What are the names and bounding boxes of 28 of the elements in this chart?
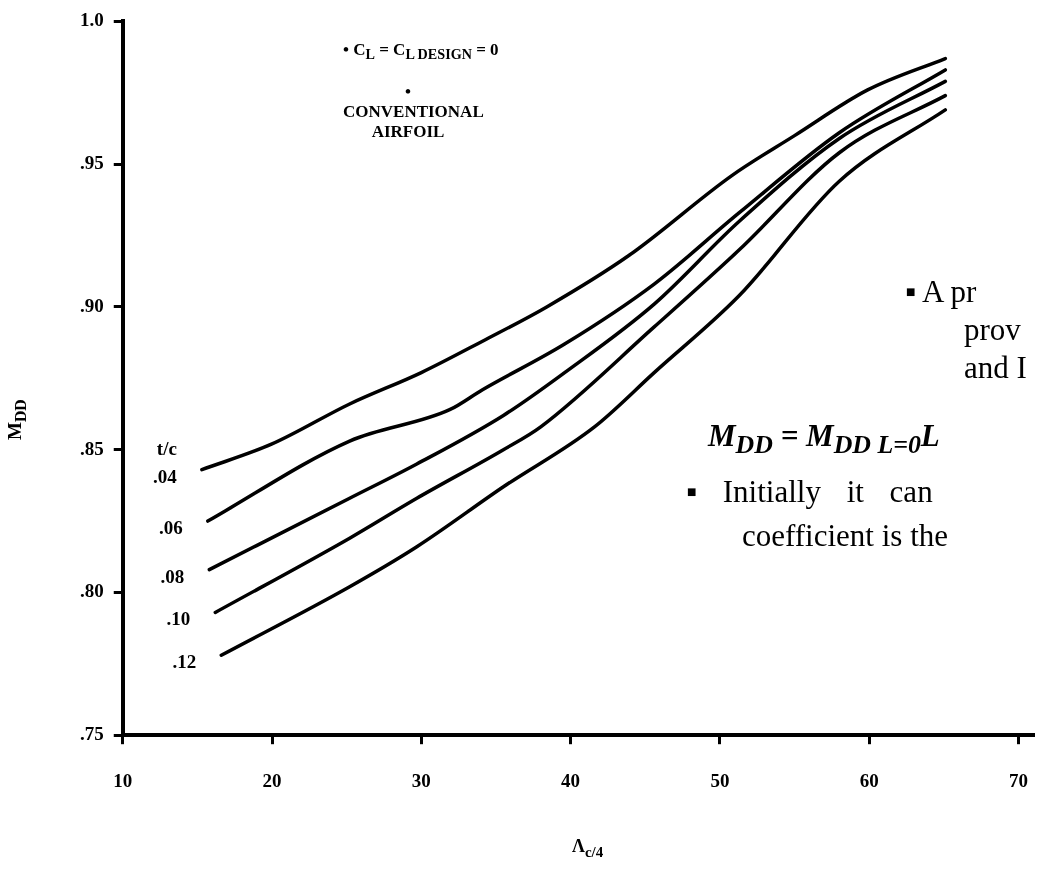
annotation: ▪ A pr bbox=[905, 274, 977, 310]
y-tick-label: .90 bbox=[80, 294, 104, 316]
series-label: .08 bbox=[160, 565, 185, 587]
annotation: and I bbox=[964, 350, 1027, 386]
x-tick-label: 20 bbox=[262, 769, 282, 791]
y-tick-label: .95 bbox=[80, 152, 104, 174]
x-tick-label: 40 bbox=[561, 769, 581, 791]
y-tick-label: .75 bbox=[80, 723, 104, 745]
series-label: .10 bbox=[166, 608, 191, 630]
legend-title: t/c bbox=[156, 437, 177, 459]
y-tick-label: .80 bbox=[80, 580, 104, 602]
annotation: prov bbox=[964, 312, 1021, 348]
x-tick-label: 60 bbox=[859, 769, 879, 791]
x-tick-label: 30 bbox=[411, 769, 431, 791]
series-label: .06 bbox=[159, 516, 183, 538]
x-tick-label: 10 bbox=[113, 769, 133, 791]
y-tick-label: .85 bbox=[80, 437, 104, 459]
series-label: .04 bbox=[153, 465, 178, 487]
x-tick-label: 70 bbox=[1008, 769, 1028, 791]
x-tick-label: 50 bbox=[710, 769, 730, 791]
annotation: coefficient is the bbox=[742, 518, 949, 554]
annotation: • C$_{L}$ = C$_{L DESIGN}$ = 0 bbox=[343, 40, 499, 64]
annotation: • CONVENTIONAL AIRFOIL bbox=[343, 82, 484, 142]
y-tick-label: 1.0 bbox=[80, 9, 104, 31]
x-axis-title: Λ$_{c/4}$ bbox=[572, 836, 604, 861]
annotation: M$_{DD}$ = M$_{DD L=0}$L bbox=[708, 418, 940, 461]
annotation: ▪ Initially it can bbox=[686, 474, 933, 510]
series-label: .12 bbox=[172, 651, 197, 673]
